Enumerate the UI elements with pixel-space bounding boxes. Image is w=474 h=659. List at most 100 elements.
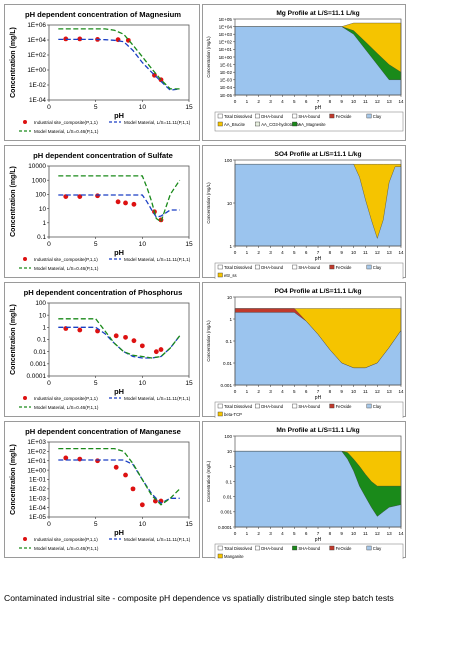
y-axis-label: Concentration (mg/L)	[206, 320, 211, 362]
chart-title: pH dependent concentration of Magnesium	[25, 10, 181, 19]
data-point	[130, 486, 136, 492]
y-tick-label: 0.0001	[26, 373, 46, 380]
panel-po4-right: PO4 Profile at L/S=11.1 L/kg 0.001 0.01 0.1…	[202, 282, 406, 418]
chart-title: pH dependent concentration of Phosphorus	[24, 288, 183, 297]
x-axis-label: pH	[114, 248, 124, 257]
x-tick-label: 5	[94, 241, 98, 248]
x-tick-label: 11	[363, 250, 368, 255]
x-tick-label: 11	[363, 531, 368, 536]
x-tick-label: 9	[340, 389, 343, 394]
y-axis-label: Concentration (mg/L)	[10, 444, 17, 515]
legend-swatch	[255, 113, 260, 119]
legend-label: Total Dissolved	[224, 546, 253, 551]
y-tick-label: 0.01	[34, 349, 47, 356]
x-tick-label: 14	[398, 531, 404, 536]
y-axis-label: Concentration (mg/L)	[10, 27, 17, 98]
x-tick-label: 2	[257, 99, 260, 104]
y-tick-label: 1E+04	[219, 24, 233, 29]
y-tick-label: 1E+02	[219, 40, 233, 45]
y-tick-label: 1E+03	[27, 439, 46, 446]
y-tick-label: 1E+04	[27, 37, 46, 44]
data-point	[77, 327, 83, 333]
legend-label: FeOxide	[336, 265, 352, 270]
data-point	[113, 333, 119, 339]
x-tick-label: 14	[398, 99, 404, 104]
x-tick-label: 10	[139, 521, 147, 528]
x-tick-label: 10	[351, 531, 357, 536]
y-tick-label: 0.001	[30, 361, 46, 368]
y-tick-label: 1E+00	[27, 67, 46, 74]
legend-swatch	[366, 113, 372, 119]
series-line	[58, 175, 181, 223]
legend-label: DHA-bound	[261, 404, 284, 409]
panel-so4-right: SO4 Profile at L/S=11.1 L/kg 1 10 100 0 1 2 3 4 5…	[202, 145, 406, 279]
legend-label: Total Dissolved	[224, 114, 253, 119]
chart-title: PO4 Profile at L/S=11.1 L/kg	[274, 288, 361, 295]
chart-title: Mn Profile at L/S=11.1 L/kg	[276, 427, 359, 434]
series-line	[58, 318, 181, 359]
x-tick-label: 15	[185, 380, 193, 387]
x-tick-label: 5	[293, 250, 296, 255]
y-tick-label: 1E-04	[220, 85, 233, 90]
legend-label: Model Material, L/S=0.46(P,1,1)	[34, 546, 99, 551]
y-tick-label: 1E-04	[29, 505, 46, 512]
y-tick-label: 0.1	[37, 337, 46, 344]
legend-label: Model Material, L/S=11.11(P,1,1)	[124, 120, 191, 125]
x-tick-label: 7	[317, 250, 320, 255]
x-tick-label: 2	[257, 389, 260, 394]
x-tick-label: 6	[305, 389, 308, 394]
x-axis-label: pH	[315, 395, 322, 401]
panel-mn-left: pH dependent concentration of Manganese 1…	[4, 421, 200, 558]
x-tick-label: 15	[185, 104, 193, 111]
legend-label: SHA-bound	[298, 546, 320, 551]
legend-label: DHA-bound	[261, 265, 284, 270]
legend-swatch	[255, 403, 260, 409]
x-tick-label: 7	[317, 389, 320, 394]
legend-label: FeOxide	[336, 546, 352, 551]
x-tick-label: 4	[281, 531, 284, 536]
y-tick-label: 0.1	[226, 339, 233, 344]
x-tick-label: 0	[47, 241, 51, 248]
plot-area	[48, 302, 190, 377]
series-line	[58, 28, 180, 90]
y-tick-label: 1E+00	[219, 55, 233, 60]
x-tick-label: 0	[234, 250, 237, 255]
x-tick-label: 10	[139, 241, 147, 248]
x-tick-label: 5	[293, 531, 296, 536]
y-tick-label: 0.1	[226, 479, 233, 484]
series-line	[58, 194, 180, 218]
legend-swatch	[255, 264, 260, 270]
data-point	[123, 200, 128, 206]
legend-label: Total Dissolved	[224, 404, 253, 409]
x-axis-label: pH	[114, 528, 124, 537]
x-tick-label: 0	[47, 380, 51, 387]
data-point	[77, 36, 83, 42]
legend-swatch	[217, 403, 223, 409]
x-tick-label: 0	[234, 531, 237, 536]
y-tick-label: 1E-03	[29, 495, 46, 502]
x-tick-label: 7	[317, 531, 320, 536]
y-tick-label: 1E-01	[220, 62, 233, 67]
legend-swatch	[329, 545, 335, 551]
legend-swatch	[217, 121, 223, 127]
y-tick-label: 10	[39, 312, 47, 319]
y-axis-label: Concentration (mg/L)	[10, 166, 17, 237]
x-tick-label: 12	[375, 250, 381, 255]
y-tick-label: 1	[229, 464, 232, 469]
legend-swatch	[217, 113, 223, 119]
legend-swatch	[292, 113, 298, 119]
y-tick-label: 1000	[32, 177, 47, 184]
x-tick-label: 8	[329, 531, 332, 536]
legend-label: Industrial site_composite(P,1,1)	[34, 257, 98, 262]
x-axis-label: pH	[315, 256, 322, 262]
legend-label: Model Material, L/S=0.46(P,1,1)	[34, 405, 99, 410]
legend-swatch	[255, 121, 260, 127]
panel-so4-left: pH dependent concentration of Sulfate 0.1…	[4, 145, 200, 278]
legend-marker	[23, 537, 27, 541]
x-tick-label: 4	[281, 389, 284, 394]
legend-label: FeOxide	[336, 114, 352, 119]
x-tick-label: 1	[246, 99, 249, 104]
x-tick-label: 5	[293, 99, 296, 104]
legend-swatch	[217, 411, 223, 417]
